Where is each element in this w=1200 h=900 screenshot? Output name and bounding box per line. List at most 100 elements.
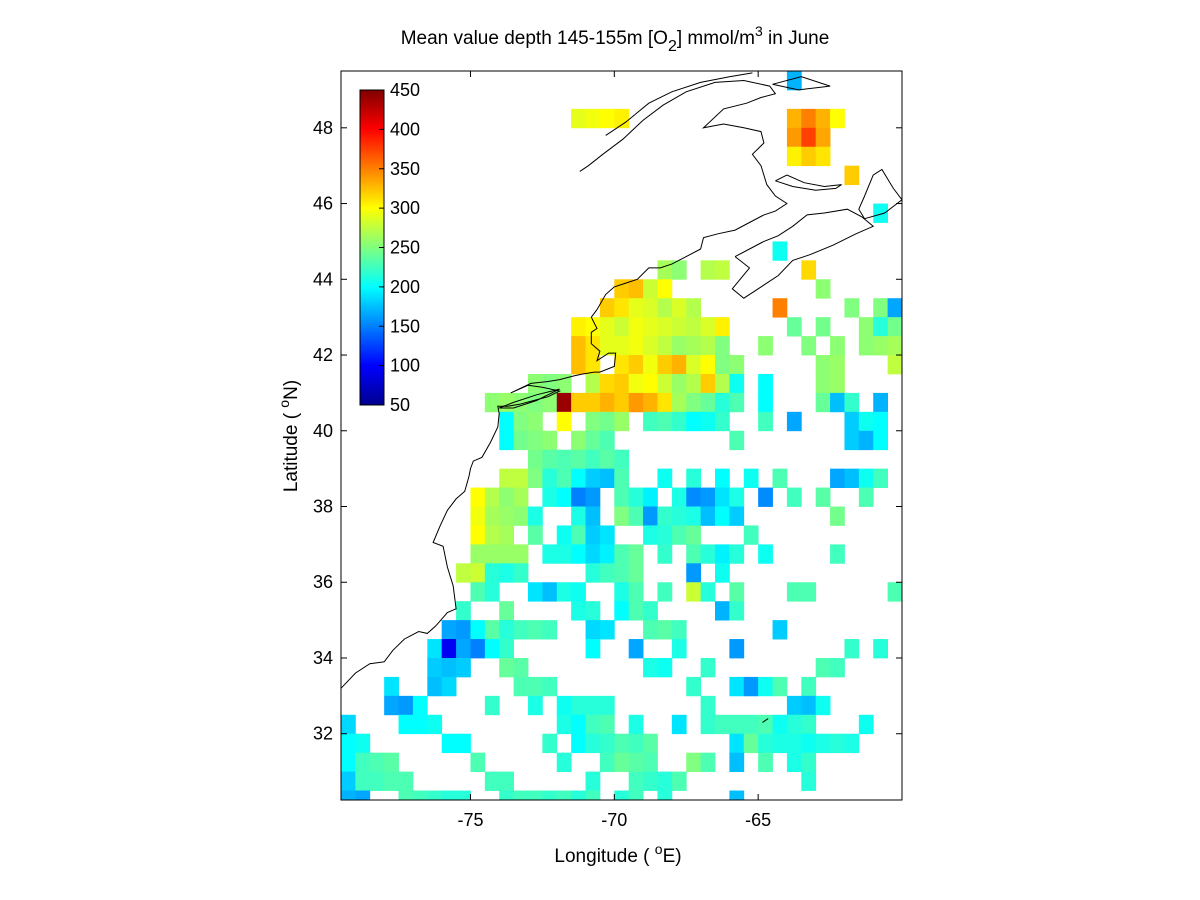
- heatmap-cell: [643, 317, 658, 337]
- heatmap-cell: [499, 430, 515, 451]
- heatmap-cell: [643, 487, 658, 507]
- heatmap-cell: [844, 468, 860, 488]
- heatmap-cell: [686, 544, 702, 564]
- heatmap-cell: [786, 752, 802, 772]
- heatmap-cell: [427, 714, 443, 735]
- heatmap-cell: [542, 620, 558, 640]
- heatmap-cell: [412, 695, 428, 716]
- heatmap-cell: [858, 336, 874, 356]
- heatmap-cell: [585, 733, 601, 754]
- heatmap-cell: [585, 695, 601, 716]
- heatmap-cell: [815, 355, 831, 375]
- heatmap-cell: [599, 108, 615, 129]
- heatmap-cell: [470, 639, 486, 659]
- heatmap-cell: [686, 336, 702, 356]
- heatmap-cell: [671, 355, 687, 375]
- heatmap-cell: [686, 468, 702, 488]
- colorbar-tick-label: 150: [390, 316, 420, 336]
- heatmap-cell: [830, 336, 845, 356]
- heatmap-cell: [686, 373, 702, 394]
- heatmap-cell: [614, 544, 630, 564]
- chart-title: Mean value depth 145-155m [O2] mmol/m3 i…: [401, 23, 830, 55]
- heatmap-cell: [873, 430, 889, 451]
- heatmap-cell: [456, 563, 471, 583]
- heatmap-cell: [657, 657, 673, 678]
- heatmap-cell: [355, 752, 371, 772]
- heatmap-cell: [758, 392, 773, 413]
- heatmap-cell: [628, 355, 644, 375]
- heatmap-cell: [743, 525, 759, 545]
- heatmap-cell: [513, 506, 529, 526]
- heatmap-cell: [614, 449, 630, 470]
- heatmap-cell: [887, 336, 902, 356]
- heatmap-cell: [786, 146, 802, 167]
- heatmap-cell: [427, 657, 443, 678]
- heatmap-cell: [671, 260, 687, 280]
- heatmap-cell: [715, 601, 730, 621]
- heatmap-cell: [556, 373, 572, 394]
- heatmap-cell: [614, 411, 630, 432]
- heatmap-cell: [499, 392, 515, 413]
- heatmap-cell: [528, 525, 543, 545]
- heatmap-cell: [844, 733, 860, 754]
- x-tick-label: -75: [457, 810, 483, 830]
- heatmap-cell: [830, 373, 845, 394]
- heatmap-cell: [513, 487, 529, 507]
- heatmap-cell: [686, 298, 702, 318]
- heatmap-cell: [686, 525, 702, 545]
- heatmap-cell: [657, 317, 673, 337]
- heatmap-cell: [369, 771, 385, 791]
- heatmap-cell: [643, 601, 658, 621]
- heatmap-cell: [599, 620, 615, 640]
- heatmap-cell: [671, 771, 687, 791]
- heatmap-cell: [628, 733, 644, 754]
- heatmap-cell: [772, 298, 788, 318]
- heatmap-cell: [873, 639, 889, 659]
- heatmap-cell: [715, 336, 730, 356]
- heatmap-cell: [513, 657, 529, 678]
- heatmap-cell: [528, 430, 543, 451]
- heatmap-cell: [628, 392, 644, 413]
- heatmap-cell: [614, 336, 630, 356]
- heatmap-cell: [341, 771, 356, 791]
- heatmap-cell: [671, 714, 687, 735]
- heatmap-cell: [499, 639, 515, 659]
- heatmap-cell: [858, 430, 874, 451]
- heatmap-cell: [571, 355, 586, 375]
- heatmap-cell: [830, 544, 845, 564]
- heatmap-cell: [671, 639, 687, 659]
- heatmap-cell: [671, 317, 687, 337]
- heatmap-cell: [499, 620, 515, 640]
- coastline-mainland: [341, 79, 788, 689]
- heatmap-cell: [398, 695, 414, 716]
- heatmap-cell: [686, 392, 702, 413]
- heatmap-cell: [628, 544, 644, 564]
- heatmap-cell: [873, 317, 889, 337]
- heatmap-cell: [715, 411, 730, 432]
- heatmap-cell: [671, 506, 687, 526]
- heatmap-cell: [599, 544, 615, 564]
- y-axis-ticks: 32 34 36 38 40 42 44 46 48: [313, 118, 902, 744]
- heatmap-cell: [873, 468, 889, 488]
- y-tick-label: 36: [313, 572, 333, 592]
- heatmap-cell: [844, 430, 860, 451]
- heatmap-cell: [484, 544, 500, 564]
- heatmap-cell: [858, 714, 874, 735]
- heatmap-cell: [671, 373, 687, 394]
- heatmap-cell: [758, 676, 773, 697]
- heatmap-cell: [484, 639, 500, 659]
- heatmap-cell: [427, 639, 443, 659]
- heatmap-cell: [657, 336, 673, 356]
- heatmap-cell: [657, 790, 673, 800]
- heatmap-cell: [484, 506, 500, 526]
- heatmap-cell: [484, 620, 500, 640]
- heatmap-cell: [599, 525, 615, 545]
- heatmap-cell: [887, 317, 902, 337]
- heatmap-cell: [499, 525, 515, 545]
- heatmap-cell: [686, 317, 702, 337]
- heatmap-cell: [571, 506, 586, 526]
- heatmap-cell: [341, 790, 356, 800]
- heatmap-cell: [786, 582, 802, 602]
- heatmap-cell: [556, 582, 572, 602]
- heatmap-cell: [643, 373, 658, 394]
